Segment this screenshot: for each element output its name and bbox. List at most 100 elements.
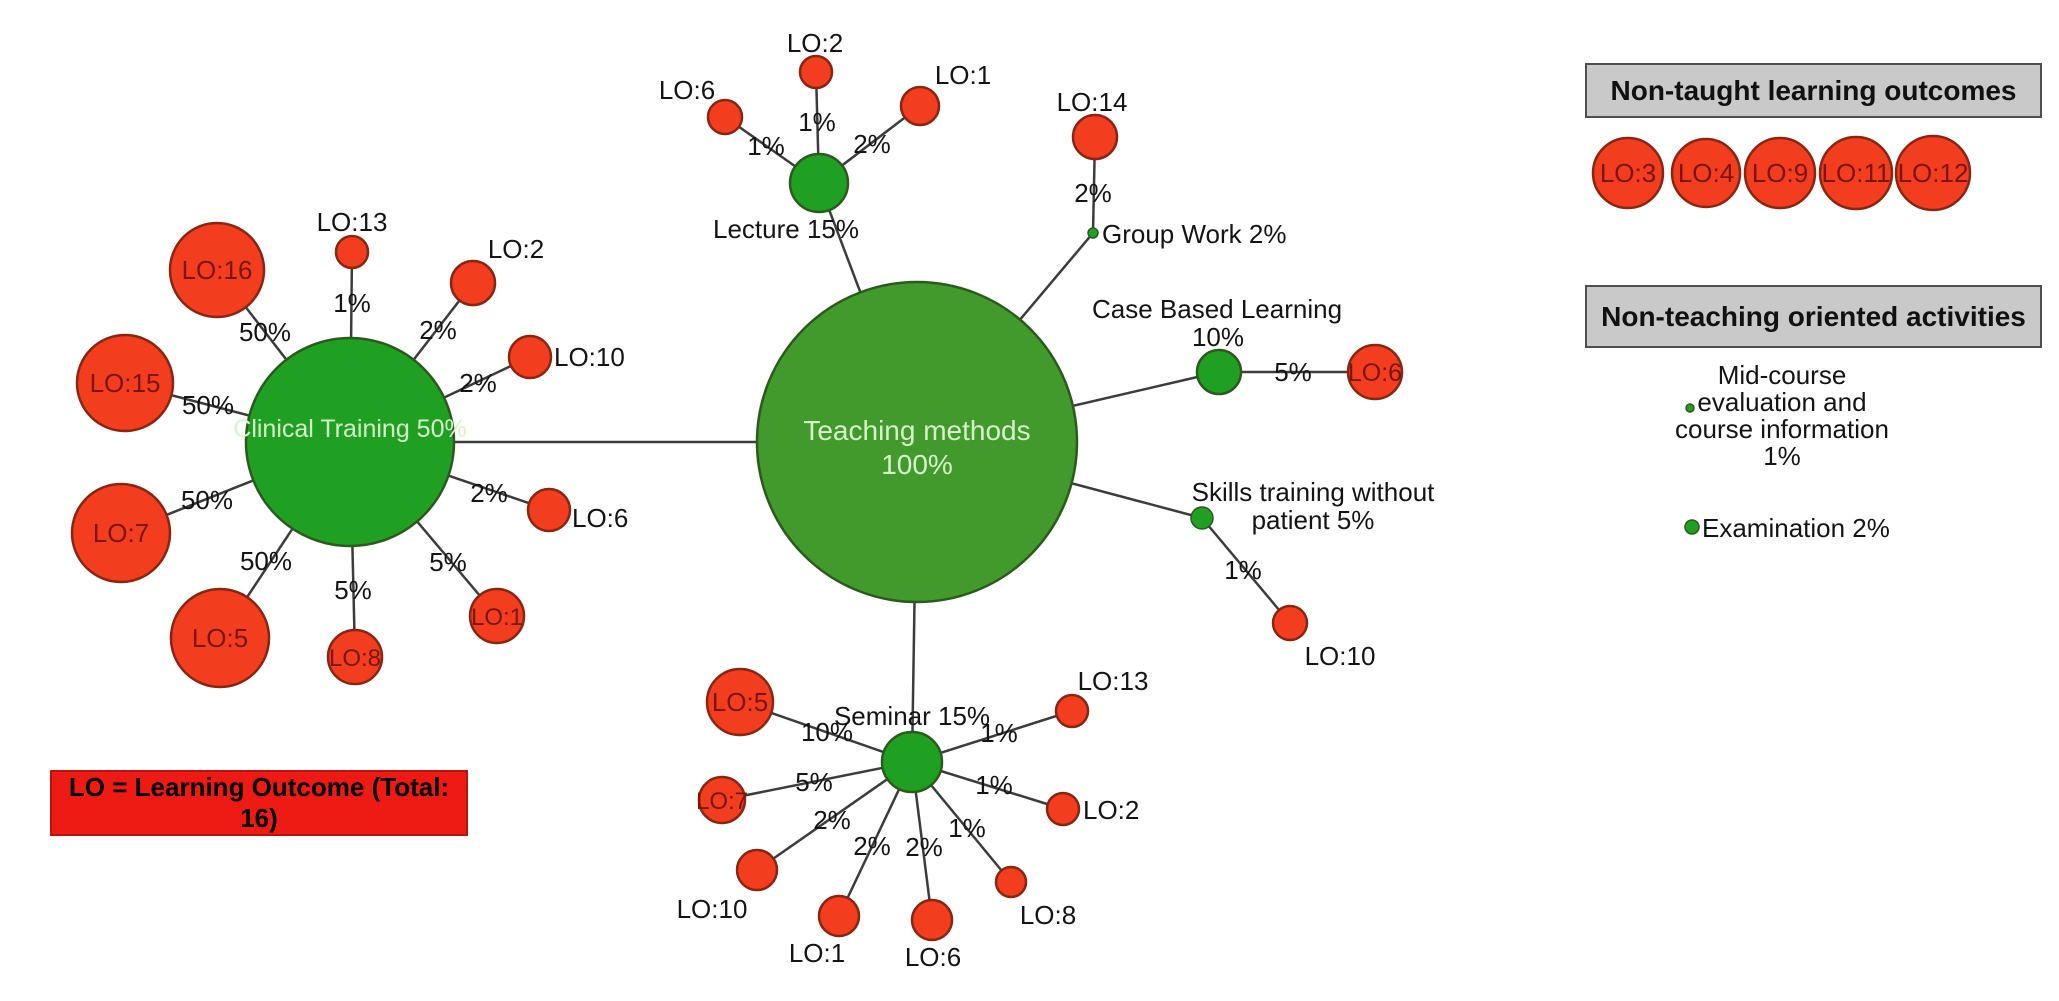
sem-lo1-label-0: LO:1 xyxy=(789,938,845,968)
ct-lo16-label-0: LO:16 xyxy=(182,255,253,285)
ct-lo1-label-0: LO:1 xyxy=(471,604,523,631)
lecture-label-0: Lecture 15% xyxy=(713,214,859,244)
sem-lo6-label-0: LO:6 xyxy=(905,942,961,972)
edge-group-work-gw-lo14-label: 2% xyxy=(1074,178,1112,208)
node-teaching-methods xyxy=(755,280,1079,604)
case-based-learning-label-1: 10% xyxy=(1192,322,1244,352)
node-sem-lo1 xyxy=(817,894,861,938)
edge-clinical-training-ct-lo5-label: 50% xyxy=(240,546,292,576)
non-teaching-oriented-activities-header: Non-teaching oriented activities xyxy=(1585,285,2042,348)
node-ct-lo5 xyxy=(169,587,271,689)
group-work-label-0: Group Work 2% xyxy=(1102,219,1286,249)
examination-label-0: Examination 2% xyxy=(1702,513,1890,543)
teaching-methods-label-0: Teaching methods xyxy=(803,415,1030,446)
edge-lecture-lec-lo1-label: 2% xyxy=(853,129,891,159)
node-sem-lo2 xyxy=(1045,791,1081,827)
gw-lo14-label-0: LO:14 xyxy=(1057,87,1128,117)
node-ct-lo8 xyxy=(326,628,384,686)
node-sem-lo6 xyxy=(910,898,954,942)
node-lec-lo6 xyxy=(706,98,744,136)
node-clinical-training xyxy=(244,336,456,548)
edge-seminar-sem-lo10 xyxy=(756,760,913,872)
skills-training-label-1: patient 5% xyxy=(1252,505,1375,535)
sem-lo10-label-0: LO:10 xyxy=(677,894,748,924)
cbl-lo6-label-0: LO:6 xyxy=(1348,359,1402,387)
edge-lecture-lec-lo2-label: 1% xyxy=(798,107,836,137)
node-cbl-lo6 xyxy=(1346,343,1404,401)
st-lo10-label-0: LO:10 xyxy=(1305,641,1376,671)
edge-seminar-sem-lo5-label: 10% xyxy=(801,717,853,747)
node-nt-lo3 xyxy=(1591,136,1665,210)
nt-lo4-label-0: LO:4 xyxy=(1678,158,1734,188)
ct-lo2-label-0: LO:2 xyxy=(488,234,544,264)
ct-lo13-label-0: LO:13 xyxy=(317,207,388,237)
node-skills-training xyxy=(1190,506,1214,530)
nt-lo9-label-0: LO:9 xyxy=(1752,158,1808,188)
edge-clinical-training-ct-lo10-label: 2% xyxy=(459,368,497,398)
ct-lo5-label-0: LO:5 xyxy=(192,623,248,653)
node-ct-lo13 xyxy=(334,234,370,270)
edge-seminar-sem-lo1-label: 2% xyxy=(853,831,891,861)
node-ct-lo2 xyxy=(449,259,497,307)
ct-lo7-label-0: LO:7 xyxy=(93,518,149,548)
node-lec-lo2 xyxy=(798,54,834,90)
edge-seminar-sem-lo6-label: 2% xyxy=(905,832,943,862)
nodes-layer xyxy=(70,54,1972,942)
node-ct-lo15 xyxy=(75,333,175,433)
clinical-training-label-0: Clinical Training 50% xyxy=(233,415,466,443)
node-examination xyxy=(1684,519,1700,535)
node-mid-course xyxy=(1685,403,1695,413)
node-lecture xyxy=(788,152,850,214)
node-sem-lo7 xyxy=(697,775,747,825)
edge-seminar-sem-lo10-label: 2% xyxy=(813,805,851,835)
edge-skills-training-st-lo10 xyxy=(1201,517,1291,624)
node-sem-lo10 xyxy=(735,848,779,892)
lo-legend-box: LO = Learning Outcome (Total: 16) xyxy=(50,770,468,836)
ct-lo8-label-0: LO:8 xyxy=(329,645,381,672)
skills-training-label-0: Skills training without xyxy=(1192,477,1436,507)
lec-lo2-label-0: LO:2 xyxy=(787,28,843,58)
sem-lo13-label-0: LO:13 xyxy=(1078,666,1149,696)
node-seminar xyxy=(880,730,944,794)
mid-course-label-1: evaluation and xyxy=(1697,387,1866,417)
nt-lo3-label-0: LO:3 xyxy=(1600,158,1656,188)
edge-clinical-training-ct-lo6-label: 2% xyxy=(470,478,508,508)
node-lec-lo1 xyxy=(899,85,941,127)
node-ct-lo10 xyxy=(507,334,553,380)
edge-clinical-training-ct-lo15-label: 50% xyxy=(182,390,234,420)
edge-seminar-sem-lo7 xyxy=(721,760,913,802)
edge-case-based-learning-cbl-lo6-label: 5% xyxy=(1274,357,1312,387)
node-gw-lo14 xyxy=(1071,113,1119,161)
mid-course-label-3: 1% xyxy=(1763,441,1801,471)
node-st-lo10 xyxy=(1271,604,1309,642)
node-sem-lo5 xyxy=(705,667,775,737)
edge-seminar-sem-lo7-label: 5% xyxy=(795,767,833,797)
lec-lo6-label-0: LO:6 xyxy=(659,75,715,105)
edge-seminar-sem-lo8-label: 1% xyxy=(948,813,986,843)
edge-clinical-training-ct-lo1-label: 5% xyxy=(429,547,467,577)
node-nt-lo4 xyxy=(1670,137,1742,209)
node-sem-lo8 xyxy=(994,865,1028,899)
node-nt-lo11 xyxy=(1818,135,1894,211)
ct-lo6-label-0: LO:6 xyxy=(572,503,628,533)
edge-clinical-training-ct-lo7-label: 50% xyxy=(181,485,233,515)
node-ct-lo6 xyxy=(526,487,572,533)
case-based-learning-label-0: Case Based Learning xyxy=(1092,294,1342,324)
edge-skills-training-st-lo10-label: 1% xyxy=(1224,555,1262,585)
lec-lo1-label-0: LO:1 xyxy=(935,60,991,90)
ct-lo10-label-0: LO:10 xyxy=(554,342,625,372)
edge-clinical-training-ct-lo8-label: 5% xyxy=(334,575,372,605)
node-nt-lo9 xyxy=(1743,136,1817,210)
mid-course-label-0: Mid-course xyxy=(1718,360,1847,390)
edge-seminar-sem-lo13-label: 1% xyxy=(980,718,1018,748)
node-ct-lo16 xyxy=(168,221,266,319)
mid-course-label-2: course information xyxy=(1675,414,1889,444)
edge-clinical-training-ct-lo13-label: 1% xyxy=(333,288,371,318)
nt-lo12-label-0: LO:12 xyxy=(1898,158,1969,188)
sem-lo7-label-0: LO:7 xyxy=(696,788,748,815)
node-sem-lo13 xyxy=(1054,693,1090,729)
node-case-based-learning xyxy=(1195,348,1243,396)
teaching-methods-label-1: 100% xyxy=(881,449,953,480)
